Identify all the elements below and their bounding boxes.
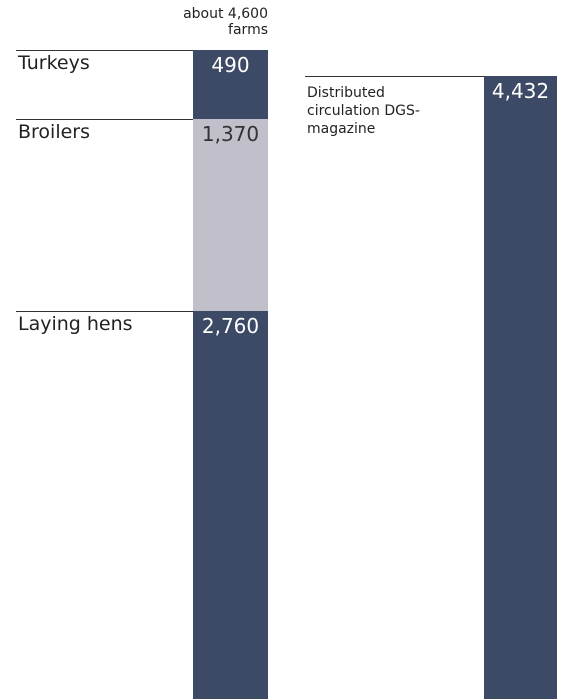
- segment-label: Laying hens: [18, 313, 133, 336]
- value-label: 490: [211, 53, 250, 77]
- separator-line: [16, 118, 193, 120]
- separator-line: [16, 50, 193, 51]
- separator-line: [16, 311, 193, 313]
- segment-label: Distributed circulation DGS-magazine: [307, 85, 420, 138]
- annotation: about 4,600 farms: [183, 6, 268, 38]
- segment-label: Broilers: [18, 120, 91, 143]
- value-label: 1,370: [201, 121, 260, 146]
- bar-segment: [193, 118, 268, 312]
- bar-segment: [484, 76, 557, 699]
- bar-segment: [193, 311, 268, 699]
- value-label: 2,760: [201, 314, 260, 339]
- separator-line: [305, 76, 484, 78]
- value-label: 4,432: [491, 79, 550, 104]
- segment-label: Turkeys: [18, 52, 90, 74]
- bar-segment: [193, 50, 268, 119]
